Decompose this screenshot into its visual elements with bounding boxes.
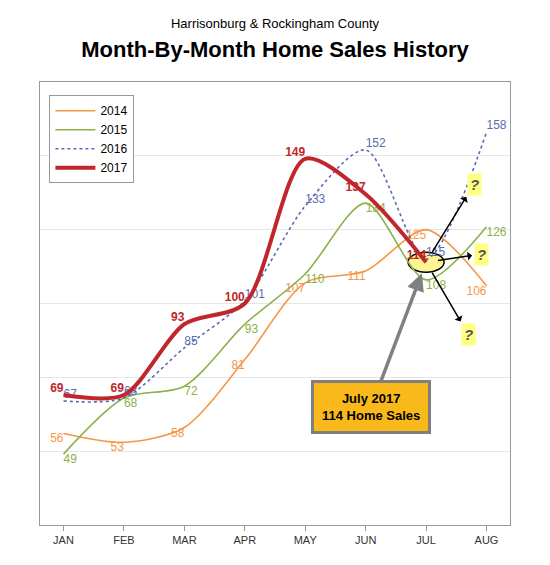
svg-text:115: 115 (426, 245, 445, 259)
svg-text:108: 108 (426, 278, 446, 292)
svg-text:49: 49 (64, 452, 78, 466)
svg-text:111: 111 (347, 269, 366, 283)
svg-text:149: 149 (285, 145, 305, 159)
svg-text:MAR: MAR (172, 534, 197, 546)
svg-text:110: 110 (305, 272, 324, 286)
svg-text:JAN: JAN (53, 534, 74, 546)
svg-text:APR: APR (233, 534, 256, 546)
svg-text:101: 101 (245, 287, 265, 301)
svg-text:2014: 2014 (100, 104, 127, 118)
svg-text:107: 107 (285, 281, 305, 295)
svg-text:JUL: JUL (416, 534, 436, 546)
svg-text:?: ? (464, 326, 473, 343)
svg-text:FEB: FEB (113, 534, 134, 546)
svg-text:AUG: AUG (475, 534, 499, 546)
svg-text:93: 93 (245, 322, 259, 336)
svg-text:July 2017114 Home Sales: July 2017114 Home Sales (322, 391, 420, 423)
svg-text:126: 126 (487, 225, 507, 239)
svg-text:125: 125 (406, 228, 426, 242)
svg-text:53: 53 (111, 440, 125, 454)
svg-text:MAY: MAY (294, 534, 318, 546)
svg-text:158: 158 (487, 118, 507, 132)
svg-text:68: 68 (124, 384, 138, 398)
svg-text:81: 81 (231, 358, 245, 372)
svg-text:JUN: JUN (355, 534, 376, 546)
svg-text:67: 67 (64, 387, 78, 401)
svg-text:152: 152 (366, 136, 386, 150)
svg-text:137: 137 (346, 180, 366, 194)
svg-text:106: 106 (466, 284, 486, 298)
svg-text:72: 72 (184, 384, 198, 398)
svg-text:56: 56 (50, 431, 64, 445)
svg-text:114: 114 (407, 248, 427, 262)
svg-text:2017: 2017 (100, 161, 127, 175)
svg-text:134: 134 (366, 201, 386, 215)
svg-text:2016: 2016 (100, 142, 127, 156)
svg-text:85: 85 (184, 334, 198, 348)
svg-text:69: 69 (50, 381, 64, 395)
svg-text:69: 69 (111, 381, 125, 395)
svg-text:93: 93 (171, 310, 185, 324)
svg-text:133: 133 (305, 192, 325, 206)
svg-text:?: ? (477, 246, 486, 263)
svg-text:68: 68 (124, 396, 138, 410)
svg-text:58: 58 (171, 426, 185, 440)
svg-text:100: 100 (225, 290, 245, 304)
svg-text:Harrisonburg & Rockingham Coun: Harrisonburg & Rockingham CountyMonth-By… (81, 16, 469, 62)
svg-text:?: ? (470, 176, 479, 193)
svg-text:2015: 2015 (100, 123, 127, 137)
